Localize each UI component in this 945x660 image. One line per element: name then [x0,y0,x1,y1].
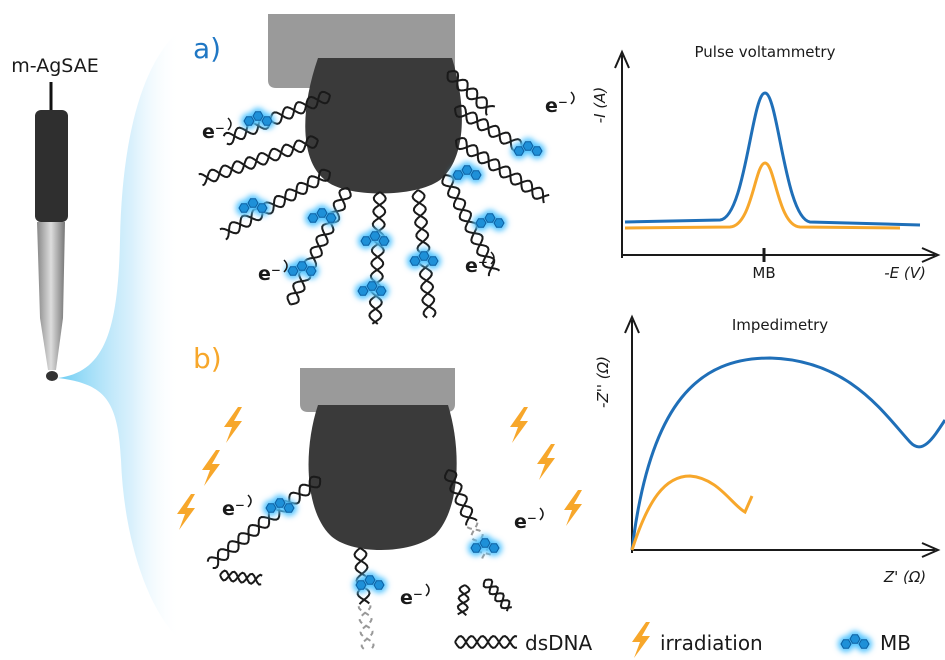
legend-mb [838,631,872,652]
silver-drop [305,58,462,194]
glow [58,30,180,640]
plot-title: Impedimetry [732,316,828,334]
curve [625,93,920,225]
methylene-blue [511,138,545,159]
axis-label: -Z'' (Ω) [594,356,612,408]
electrode-body [35,110,68,222]
strand-broken [359,606,374,649]
electron-label: e⁻ [400,587,423,609]
irradiation-bolt [564,490,582,526]
electron-label: e⁻ [202,121,225,143]
figure: m-AgSAE a) b) e⁻ e⁻ e⁻ e⁻ e⁻ e⁻ e⁻ Pulse volta… [0,0,945,660]
electron-arrow [426,584,429,596]
strand [199,140,318,181]
legend: dsDNA irradiation MB [525,622,911,658]
irradiation-bolt [202,450,220,486]
electron-arrow [540,508,543,520]
silver-drop [309,405,457,550]
page: m-AgSAE a) b) e⁻ e⁻ e⁻ e⁻ e⁻ e⁻ e⁻ Pulse volta… [0,0,945,660]
curve [632,358,945,550]
axes [615,52,938,262]
electron-arrow [228,118,231,130]
panel-label: b) [193,342,222,375]
tick-label: MB [752,264,775,282]
axis-label: Z' (Ω) [883,568,926,586]
legend-bolt [632,622,650,658]
electron-label: e⁻ [465,255,488,277]
electron-label: e⁻ [545,95,568,117]
irradiation-bolt [537,444,555,480]
irradiation-bolt [510,407,528,443]
axes [625,317,938,557]
strand [369,192,385,324]
methylene-blue [285,258,319,279]
methylene-blue [450,162,484,183]
curve [632,476,752,550]
irradiation-bolt [224,407,242,443]
strand [203,136,319,185]
strand [485,580,512,609]
strand [288,188,351,305]
strand [484,580,510,611]
electrode-shaft [37,222,65,370]
electron-label: e⁻ [222,498,245,520]
methylene-blue [355,278,389,299]
curve [625,163,900,228]
voltammetry-plot: Pulse voltammetry -I (A) MB -E (V) [591,43,938,282]
legend-label: irradiation [660,631,763,655]
electrode-tip [46,371,58,381]
strand-broken [360,605,373,650]
legend-label: MB [880,631,911,655]
methylene-blue [473,210,507,231]
electron-label: e⁻ [258,263,281,285]
electron-arrow [248,495,251,507]
axis-label: -E (V) [884,264,926,282]
axis-label: -I (A) [591,87,609,124]
electron-label: e⁻ [514,511,537,533]
electrode-label: m-AgSAE [11,55,98,77]
legend-label: dsDNA [525,631,592,655]
plot-title: Pulse voltammetry [695,43,836,61]
impedimetry-plot: Impedimetry -Z'' (Ω) Z' (Ω) [594,316,945,586]
panel-label: a) [193,32,221,65]
electron-arrow [571,92,574,104]
methylene-blue [353,572,387,593]
